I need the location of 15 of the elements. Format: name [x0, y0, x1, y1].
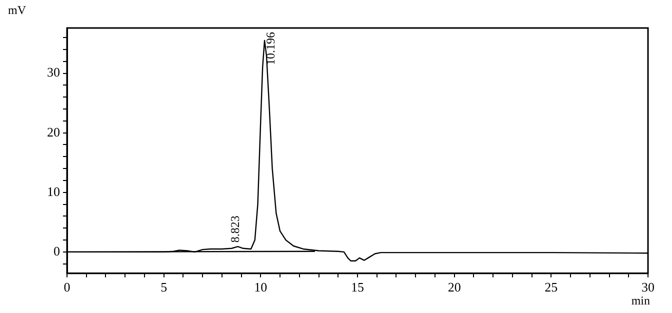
- y-axis-title: mV: [8, 3, 26, 18]
- y-tick-label: 10: [47, 184, 60, 199]
- y-tick-label: 20: [47, 124, 60, 140]
- x-tick-label: 0: [64, 280, 70, 295]
- x-tick-label: 20: [448, 280, 461, 295]
- y-tick-label: 30: [47, 64, 60, 80]
- x-tick-label: 30: [642, 280, 654, 295]
- x-tick-label: 15: [351, 280, 364, 295]
- annotation: 10.196: [264, 32, 278, 65]
- x-tick-label: 25: [544, 280, 558, 295]
- y-tick-label: 0: [54, 243, 60, 258]
- x-tick-label: 5: [160, 280, 168, 295]
- x-axis-title: min: [631, 294, 650, 308]
- x-tick-label: 10: [254, 280, 268, 295]
- annotation: 8.823: [228, 216, 242, 243]
